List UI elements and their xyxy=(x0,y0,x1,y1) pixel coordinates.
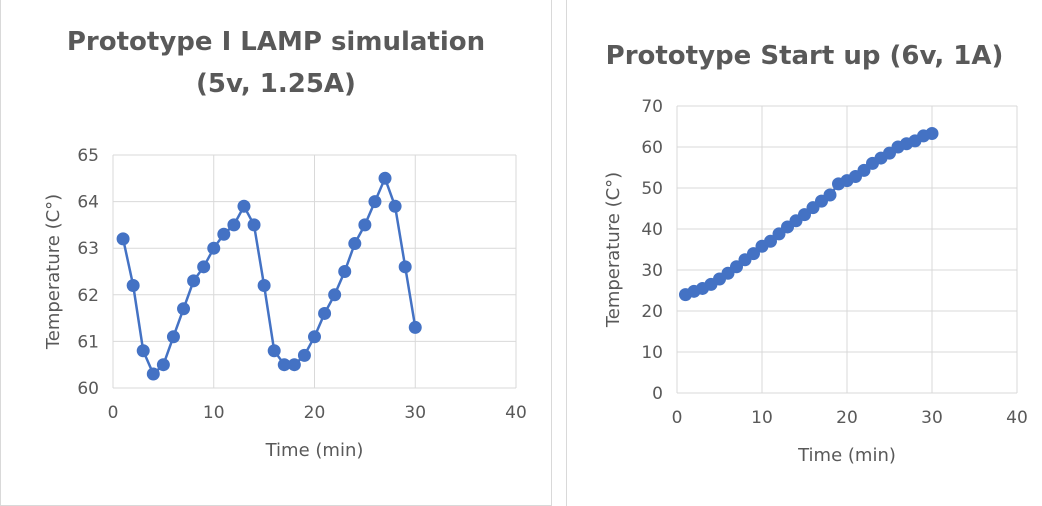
data-point xyxy=(338,265,352,278)
y-tick-label: 50 xyxy=(641,179,663,199)
chart-title: Prototype Start up (6v, 1A) xyxy=(605,41,1004,71)
data-point xyxy=(146,367,160,381)
x-axis-title: Time (min) xyxy=(797,445,896,466)
chart-plot-right: 0 10 20 30 40 0 10 20 30 40 50 60 70 Time (min) Temper… xyxy=(603,97,1028,466)
chart-plot-left: 0 10 20 30 40 60 61 62 63 64 65 Time (min) Temperatu… xyxy=(43,146,527,461)
x-tick-label: 30 xyxy=(404,403,426,423)
chart-title-line-1: Prototype I LAMP simulation xyxy=(66,27,486,57)
data-point xyxy=(116,232,130,246)
x-axis-title: Time (min) xyxy=(265,440,364,461)
data-point xyxy=(187,274,201,288)
data-point xyxy=(747,247,760,261)
data-point xyxy=(297,348,311,362)
data-point xyxy=(388,199,402,213)
data-point xyxy=(823,188,837,202)
data-point xyxy=(308,330,321,344)
data-point xyxy=(247,218,261,232)
data-point xyxy=(207,241,221,255)
y-tick-label: 64 xyxy=(77,193,99,213)
data-point xyxy=(925,126,939,140)
chart-title-line-2: (5v, 1.25A) xyxy=(196,69,356,99)
x-tick-label: 10 xyxy=(203,403,225,423)
data-point xyxy=(408,320,422,334)
data-point xyxy=(368,195,382,209)
data-point xyxy=(257,278,271,292)
data-point xyxy=(721,266,735,280)
y-axis-title: Temperature (C°) xyxy=(43,194,64,350)
y-tick-label: 65 xyxy=(77,146,99,166)
x-tick-label: 30 xyxy=(921,408,943,428)
x-tick-label: 10 xyxy=(751,408,773,428)
data-point xyxy=(378,171,392,185)
x-tick-label: 20 xyxy=(836,408,858,428)
data-point xyxy=(267,344,281,358)
y-tick-label: 63 xyxy=(77,239,99,259)
data-point xyxy=(764,234,777,248)
y-tick-label: 10 xyxy=(641,343,663,363)
data-point xyxy=(857,163,871,177)
y-tick-label: 61 xyxy=(77,332,99,352)
x-tick-label: 40 xyxy=(505,403,527,423)
data-point xyxy=(217,227,231,241)
x-tick-label: 20 xyxy=(304,403,326,423)
chart-panel-right: Prototype Start up (6v, 1A) 0 10 20 30 40 0 10… xyxy=(566,0,1042,506)
data-point xyxy=(806,201,820,215)
data-point xyxy=(798,208,811,222)
chart-panel-left: Prototype I LAMP simulation (5v, 1.25A) … xyxy=(0,0,552,506)
data-point xyxy=(126,278,140,292)
data-point xyxy=(156,358,170,372)
data-point xyxy=(328,288,342,302)
y-tick-label: 60 xyxy=(641,138,663,158)
y-tick-label: 0 xyxy=(652,384,663,404)
data-point xyxy=(166,330,180,344)
y-tick-label: 20 xyxy=(641,302,663,322)
x-tick-label: 40 xyxy=(1006,408,1028,428)
x-tick-label: 0 xyxy=(672,408,683,428)
data-point xyxy=(237,199,251,213)
y-tick-label: 60 xyxy=(77,379,99,399)
x-tick-label: 0 xyxy=(108,403,119,423)
y-tick-label: 30 xyxy=(641,261,663,281)
data-point xyxy=(287,358,301,372)
y-tick-label: 62 xyxy=(77,286,99,306)
data-point xyxy=(318,306,332,320)
y-tick-label: 40 xyxy=(641,220,663,240)
series-line xyxy=(121,177,417,376)
data-point xyxy=(730,260,743,274)
data-point xyxy=(227,218,241,232)
y-axis-title: Temperature (C°) xyxy=(603,172,624,328)
data-point xyxy=(358,218,372,232)
data-point xyxy=(177,302,191,316)
y-tick-label: 70 xyxy=(641,97,663,117)
data-point xyxy=(772,227,786,241)
data-point xyxy=(398,260,412,274)
data-point xyxy=(197,260,211,274)
data-point xyxy=(136,344,150,358)
data-point xyxy=(348,237,362,251)
